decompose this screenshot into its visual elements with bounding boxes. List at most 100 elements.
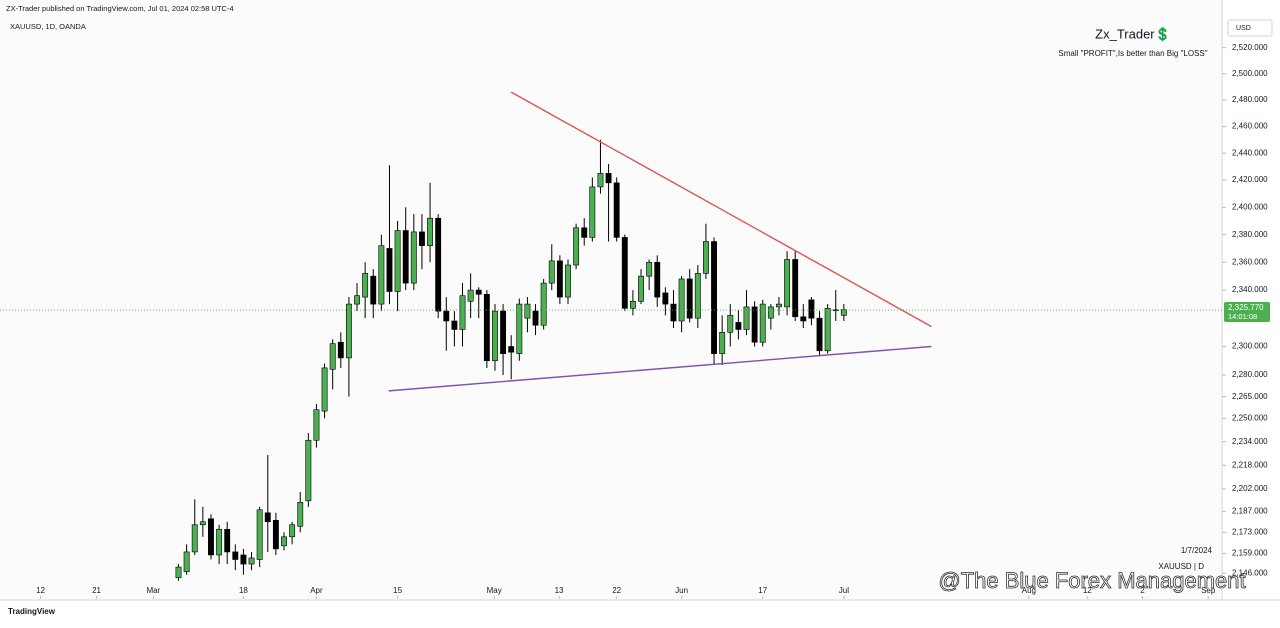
x-tick-label: 22 <box>612 586 621 595</box>
candle-body <box>524 303 531 319</box>
x-tick-label: 12 <box>36 586 45 595</box>
x-tick-label: Jul <box>839 586 849 595</box>
y-tick-label: 2,420.000 <box>1232 175 1268 184</box>
x-tick-label: 21 <box>92 586 101 595</box>
candle-body <box>289 524 296 538</box>
brand: TradingView <box>8 607 56 616</box>
candle-body <box>727 315 734 333</box>
candle-body <box>581 227 588 238</box>
y-tick-label: 2,480.000 <box>1232 95 1268 104</box>
symbol-info: XAUUSD, 1D, OANDA <box>10 22 86 31</box>
x-tick-label: Apr <box>310 586 323 595</box>
candle-body <box>419 231 425 246</box>
candle-body <box>613 182 620 238</box>
candle-body <box>370 275 377 305</box>
candle-body <box>313 409 320 441</box>
candle-body <box>573 227 580 266</box>
y-tick-label: 2,280.000 <box>1232 370 1268 379</box>
candle-body <box>410 231 417 284</box>
candle-body <box>759 303 766 343</box>
candle-body <box>427 217 433 246</box>
candle-body <box>191 524 198 553</box>
y-tick-label: 2,173.000 <box>1232 527 1268 536</box>
candle-body <box>621 237 628 309</box>
candle-body <box>305 439 312 502</box>
date-label: 1/7/2024 <box>1181 546 1213 555</box>
candle-body <box>711 241 717 354</box>
candle-body <box>492 310 498 362</box>
candle-body <box>500 310 507 354</box>
candle-body <box>751 306 758 343</box>
candle-body <box>776 303 782 308</box>
candle-body <box>216 528 223 556</box>
x-tick-label: Jun <box>675 586 688 595</box>
y-tick-label: 2,187.000 <box>1232 506 1268 515</box>
y-tick-label: 2,340.000 <box>1232 285 1268 294</box>
candle-body <box>321 367 328 412</box>
candle-body <box>638 275 644 302</box>
watermark: @The Blue Forex Management <box>938 568 1245 593</box>
y-tick-label: 2,218.000 <box>1232 460 1268 469</box>
y-tick-label: 2,360.000 <box>1232 257 1268 266</box>
candle-body <box>532 310 539 326</box>
y-tick-label: 2,460.000 <box>1232 122 1268 131</box>
y-tick-label: 2,146.000 <box>1232 568 1268 577</box>
y-tick-label: 2,234.000 <box>1232 437 1268 446</box>
last-price-label: 2,325.770 <box>1228 303 1264 312</box>
candle-body <box>329 343 336 370</box>
publish-info: ZX-Trader published on TradingView.com, … <box>6 4 234 13</box>
y-tick-label: 2,300.000 <box>1232 342 1268 351</box>
author: Zx_Trader💲 <box>1095 26 1171 41</box>
y-tick-label: 2,380.000 <box>1232 230 1268 239</box>
trend-line <box>388 345 932 392</box>
candle-body <box>597 173 604 188</box>
candle-body <box>378 245 385 305</box>
candle-body <box>686 278 693 319</box>
motto: Small "PROFIT",Is better than Big "LOSS" <box>1058 49 1207 58</box>
candle-body <box>784 259 791 308</box>
x-tick-label: Mar <box>146 586 160 595</box>
candle-body <box>719 332 726 354</box>
candle-body <box>694 273 701 319</box>
y-tick-label: 2,440.000 <box>1232 148 1268 157</box>
candle-body <box>548 260 555 284</box>
candle-body <box>483 293 490 362</box>
candle-body <box>175 566 182 579</box>
x-tick-label: May <box>487 586 502 595</box>
x-tick-label: 15 <box>393 586 402 595</box>
candle-body <box>459 295 466 330</box>
candle-body <box>345 303 352 359</box>
candle-body <box>702 241 709 274</box>
x-tick-label: 12 <box>1083 586 1092 595</box>
y-tick-label: 2,250.000 <box>1232 413 1268 422</box>
candle-body <box>646 261 653 277</box>
candle-body <box>362 273 369 298</box>
candle-body <box>232 551 239 560</box>
candle-body <box>556 260 563 298</box>
currency-box[interactable] <box>1227 19 1273 37</box>
candle-body <box>678 278 685 322</box>
candle-body <box>467 289 474 302</box>
candle-body <box>840 309 847 316</box>
x-tick-label: Aug <box>1022 586 1036 595</box>
trend-line <box>510 91 932 328</box>
y-tick-label: 2,520.000 <box>1232 43 1268 52</box>
candle-body <box>800 316 807 322</box>
y-tick-label: 2,500.000 <box>1232 69 1268 78</box>
candle-body <box>337 341 344 359</box>
candle-body <box>565 264 571 298</box>
candle-body <box>816 317 823 352</box>
y-tick-label: 2,202.000 <box>1232 484 1268 493</box>
candle-body <box>256 509 263 560</box>
candle-body <box>654 261 661 298</box>
candle-body <box>662 292 669 305</box>
candle-body <box>792 259 799 318</box>
candle-body <box>735 322 742 330</box>
candle-body <box>824 308 831 352</box>
candle-body <box>354 295 360 305</box>
candle-body <box>386 248 393 292</box>
candle-body <box>208 518 214 556</box>
currency: USD <box>1236 25 1251 32</box>
